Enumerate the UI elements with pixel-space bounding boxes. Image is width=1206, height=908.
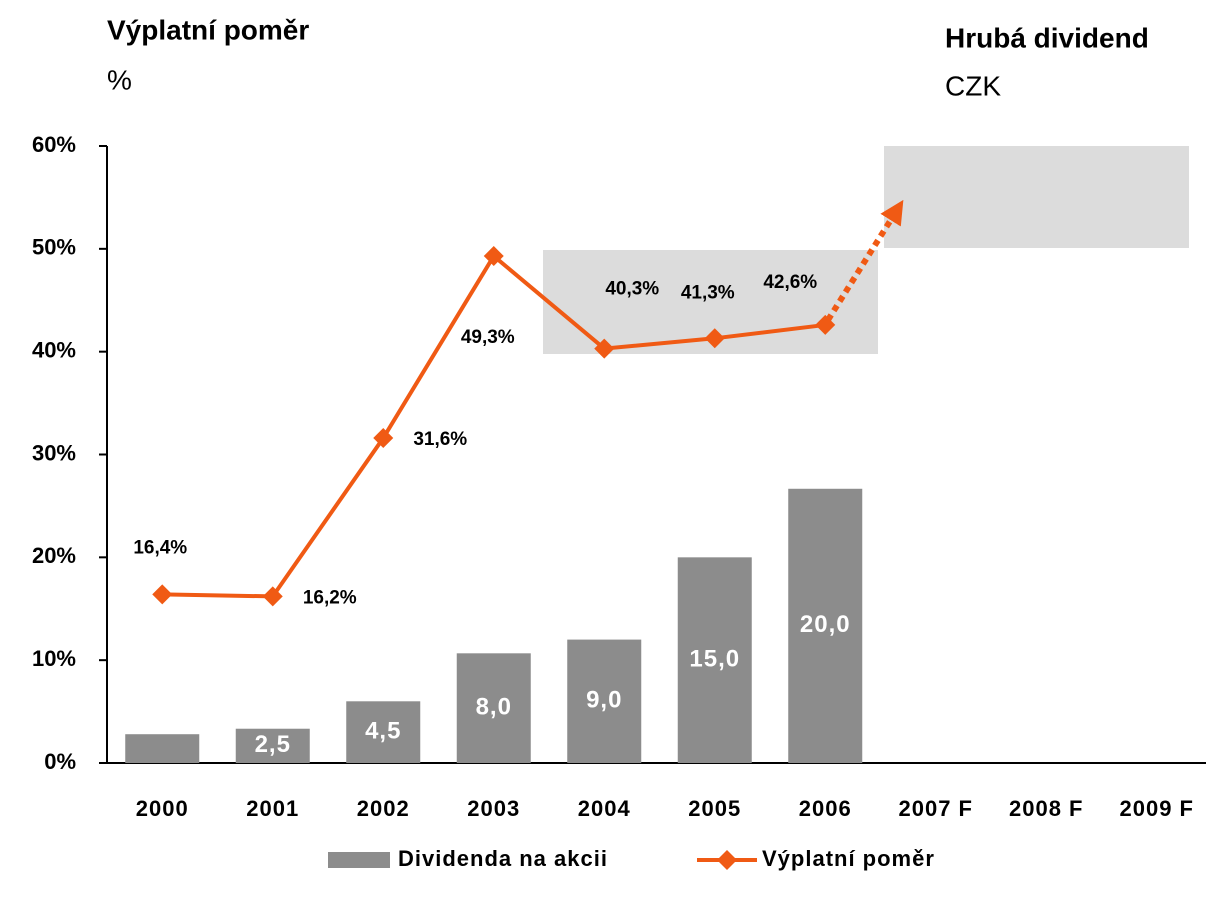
y-tick-label: 0% bbox=[44, 749, 76, 774]
x-tick-label: 2006 bbox=[799, 796, 852, 821]
chart-subtitle: % bbox=[107, 64, 132, 95]
bar-label: 2,5 bbox=[255, 731, 291, 758]
bar bbox=[456, 653, 531, 763]
line-label: 40,3% bbox=[605, 279, 659, 300]
line-label: 41,3% bbox=[681, 282, 735, 303]
x-tick-label: 2007 F bbox=[899, 796, 974, 821]
bar bbox=[125, 734, 200, 763]
y-tick-label: 60% bbox=[32, 132, 76, 157]
line-marker bbox=[373, 428, 394, 449]
line-label: 31,6% bbox=[413, 429, 467, 450]
legend-label: Výplatní poměr bbox=[762, 846, 935, 871]
x-tick-label: 2008 F bbox=[1009, 796, 1084, 821]
highlight-box bbox=[884, 146, 1189, 248]
line-label: 49,3% bbox=[461, 327, 515, 348]
legend-label: Dividenda na akcii bbox=[398, 846, 608, 871]
bar bbox=[788, 488, 863, 763]
y-tick-label: 30% bbox=[32, 440, 76, 465]
bar bbox=[677, 557, 752, 763]
y-tick-label: 10% bbox=[32, 646, 76, 671]
bar bbox=[346, 701, 421, 763]
line-marker bbox=[483, 246, 504, 267]
bar bbox=[567, 639, 642, 763]
legend-marker bbox=[717, 850, 737, 870]
x-tick-label: 2004 bbox=[578, 796, 631, 821]
x-tick-label: 2002 bbox=[357, 796, 410, 821]
line-label: 42,6% bbox=[763, 272, 817, 293]
line-marker bbox=[262, 586, 283, 607]
line-label: 16,2% bbox=[303, 587, 357, 608]
bar-label: 20,0 bbox=[800, 611, 851, 638]
line-marker bbox=[594, 338, 615, 359]
chart-title: Výplatní poměr bbox=[107, 14, 309, 45]
x-tick-label: 2009 F bbox=[1120, 796, 1195, 821]
x-tick-label: 2001 bbox=[246, 796, 299, 821]
line-marker bbox=[704, 328, 725, 349]
line-label: 16,4% bbox=[133, 537, 187, 558]
bar-label: 4,5 bbox=[365, 717, 401, 744]
y-tick-label: 40% bbox=[32, 337, 76, 362]
legend-swatch bbox=[328, 852, 390, 868]
bar-label: 9,0 bbox=[586, 687, 622, 714]
bar bbox=[235, 728, 310, 763]
chart-title-2: Hrubá dividend bbox=[945, 22, 1149, 53]
y-tick-label: 50% bbox=[32, 235, 76, 260]
x-tick-label: 2003 bbox=[467, 796, 520, 821]
y-tick-label: 20% bbox=[32, 543, 76, 568]
line-marker bbox=[815, 314, 836, 335]
bar-label: 15,0 bbox=[689, 646, 740, 673]
line-marker bbox=[152, 584, 173, 605]
bar-label: 8,0 bbox=[476, 693, 512, 720]
x-tick-label: 2000 bbox=[136, 796, 189, 821]
chart-subtitle-2: CZK bbox=[945, 70, 1001, 101]
x-tick-label: 2005 bbox=[688, 796, 741, 821]
